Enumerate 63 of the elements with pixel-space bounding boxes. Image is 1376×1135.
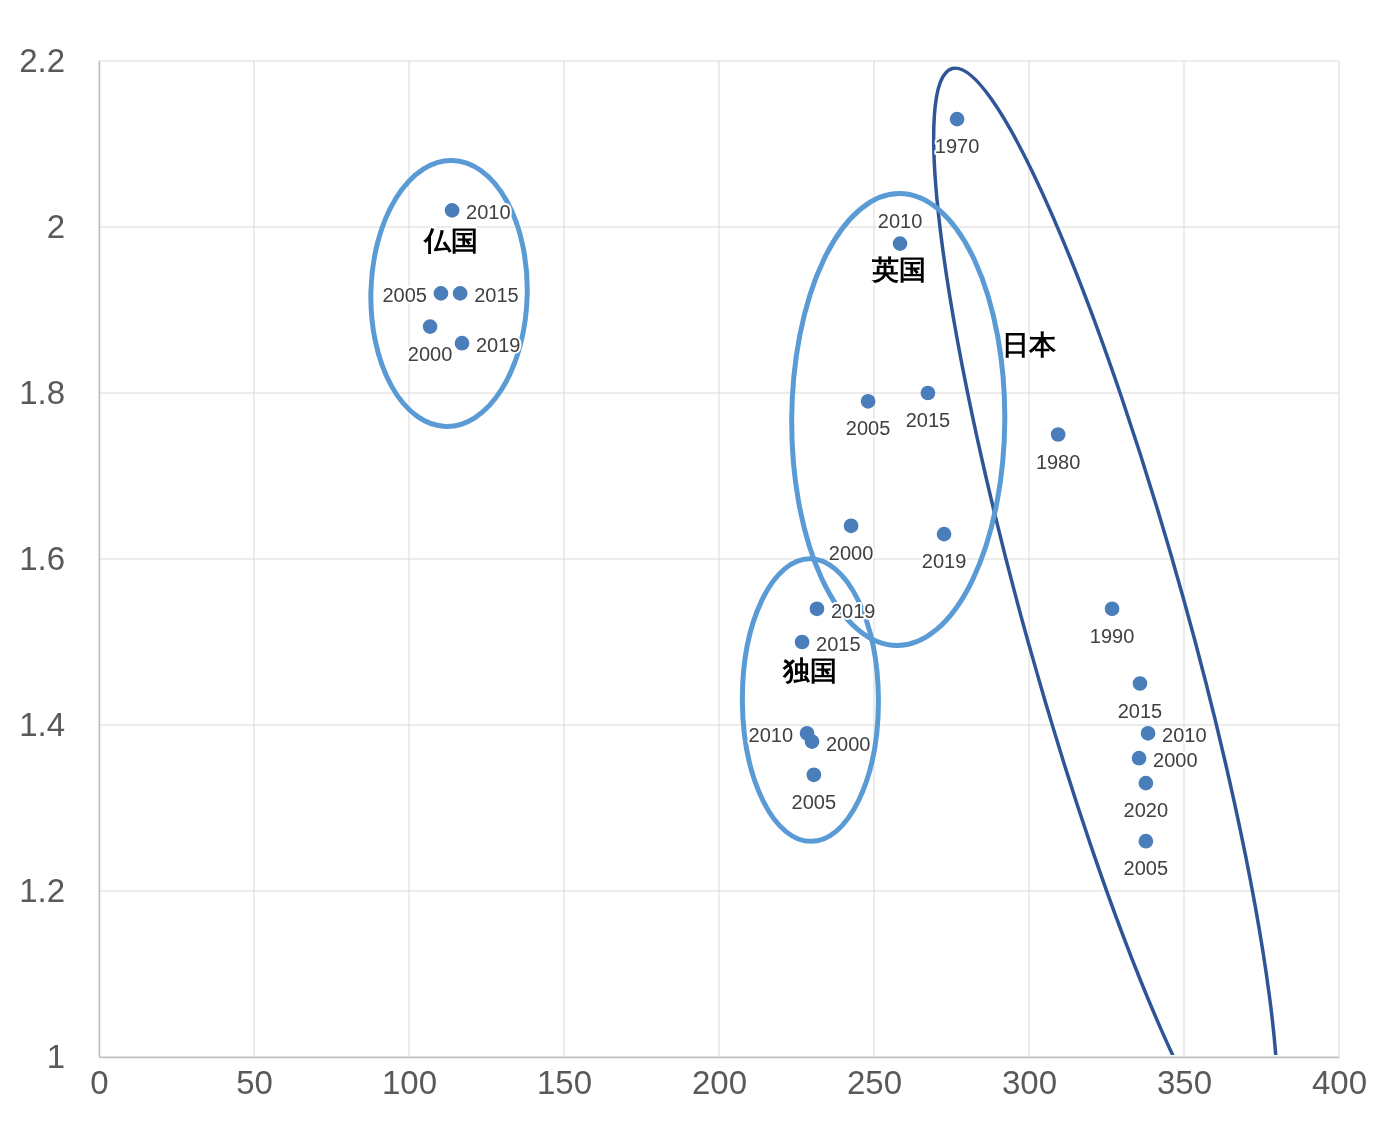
annotation: 2005 [791,790,837,813]
point [860,393,876,409]
point [452,286,468,301]
point [936,526,952,542]
annotation: 2019 [921,550,967,573]
point [843,518,859,534]
annotation: 2005 [382,284,427,307]
point [1050,427,1066,442]
point [799,725,815,741]
annotation: 2000 [1153,749,1198,772]
x-tick-label: 50 [236,1064,273,1102]
annotation: 2015 [1117,699,1163,722]
annotation: 2015 [905,409,951,431]
x-tick-label: 300 [1001,1064,1058,1102]
point [454,335,470,351]
annotation: 2010 [1162,724,1207,747]
y-tick-label: 1.2 [19,872,65,910]
point [892,236,908,251]
point [444,203,460,218]
point [794,634,810,650]
annotation: 2015 [816,633,861,655]
point [809,601,825,617]
point [1104,601,1120,617]
y-tick-label: 1.8 [19,374,65,412]
point [1138,775,1154,791]
annotation: 2015 [474,284,519,307]
annotation: 1980 [1035,450,1081,473]
series-label: 仏国 [423,224,479,256]
point [422,319,438,334]
point [1138,833,1154,849]
x-tick-label: 400 [1311,1064,1368,1102]
point [1140,725,1156,741]
x-tick-label: 200 [691,1064,748,1102]
annotation: 2010 [466,201,511,224]
annotation: 1990 [1089,624,1135,647]
x-tick-label: 250 [846,1064,903,1102]
annotation: 1970 [934,135,980,158]
y-tick-label: 2.2 [19,42,65,80]
point [1132,676,1148,691]
annotation: 2005 [845,417,891,440]
x-tick-label: 350 [1156,1064,1213,1102]
annotation: 2000 [826,732,871,755]
annotation: 2000 [407,342,453,365]
x-tick-label: 0 [90,1064,109,1102]
point [1131,750,1147,766]
y-tick-label: 1.4 [19,706,65,744]
annotation: 2020 [1123,799,1169,822]
x-tick-label: 150 [536,1064,593,1102]
series-label: 英国 [871,253,927,285]
annotation: 2010 [748,724,794,747]
annotation: 2005 [1123,857,1169,880]
point [433,286,449,301]
text: 日本 [1001,329,1057,361]
y-tick-label: 1 [46,1038,65,1076]
point [806,767,822,783]
point [920,385,936,401]
series-label: 独国 [781,655,837,687]
y-tick-label: 1.6 [19,540,65,578]
annotation: 2010 [877,209,923,232]
annotation: 2000 [828,541,874,564]
point [949,111,965,127]
x-tick-label: 100 [381,1064,438,1102]
y-tick-label: 2 [46,208,65,246]
